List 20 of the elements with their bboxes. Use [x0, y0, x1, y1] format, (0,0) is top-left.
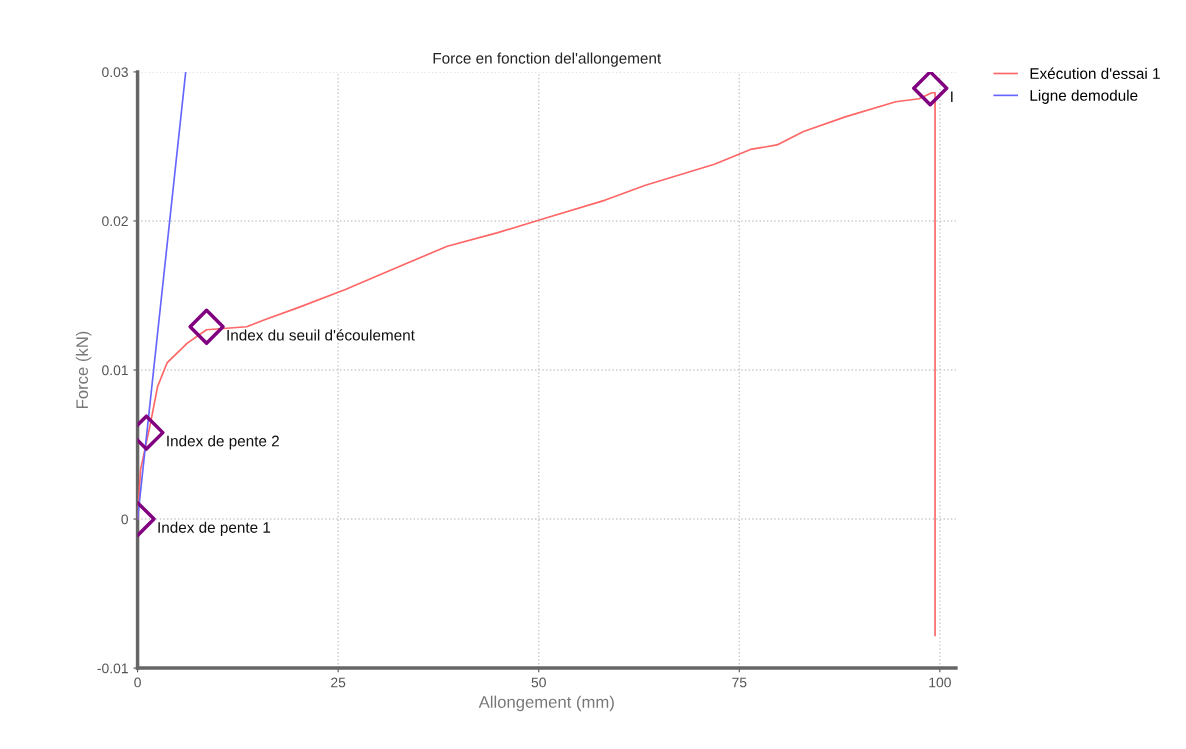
x-tick-label: 100	[929, 677, 951, 688]
annotation: Index du seuil d'écoulement	[227, 329, 415, 341]
line-series	[137, 91, 936, 637]
annotation: Index de pente 1	[158, 521, 271, 536]
annotation: Index de pente 2	[167, 435, 279, 450]
y-tick-label: 0.02	[102, 216, 128, 227]
annotation: I	[951, 91, 953, 102]
x-tick-label: 50	[531, 677, 546, 688]
y-tick-label: 0	[121, 514, 129, 525]
y-tick-label: -0.01	[97, 663, 128, 674]
y-tick-label: 0.01	[102, 365, 128, 376]
x-tick-label: 25	[331, 677, 346, 688]
legend-label: Ligne demodule	[1030, 89, 1138, 104]
chart-title: Force en fonction del'allongement	[433, 52, 662, 67]
x-tick-label: 75	[732, 677, 747, 688]
x-tick-label: 0	[134, 677, 141, 688]
y-axis-title: Force (kN)	[75, 331, 92, 408]
y-tick-label: 0.03	[102, 67, 128, 78]
legend-label: Exécution d'essai 1	[1030, 67, 1160, 79]
x-axis-title: Allongement (mm)	[478, 695, 614, 712]
